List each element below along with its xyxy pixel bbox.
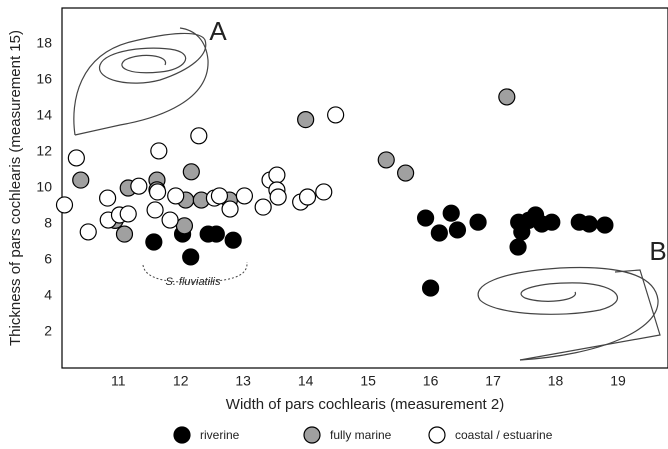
point bbox=[175, 217, 194, 235]
y-tick-label: 18 bbox=[36, 35, 52, 51]
legend-marker bbox=[428, 426, 446, 444]
point bbox=[298, 188, 317, 206]
point bbox=[297, 110, 315, 129]
x-tick-label: 17 bbox=[485, 373, 501, 389]
point bbox=[221, 200, 239, 218]
point bbox=[167, 187, 185, 205]
plot-frame bbox=[61, 7, 668, 369]
legend-label: coastal / estuarine bbox=[455, 428, 553, 442]
point bbox=[224, 231, 242, 249]
y-tick-label: 14 bbox=[36, 107, 52, 123]
point bbox=[161, 211, 179, 229]
y-tick-label: 6 bbox=[44, 251, 52, 267]
point bbox=[99, 189, 117, 207]
point bbox=[580, 215, 598, 233]
point bbox=[520, 211, 538, 229]
point bbox=[67, 149, 85, 167]
point bbox=[268, 166, 286, 184]
x-tick-label: 13 bbox=[235, 373, 251, 389]
point bbox=[182, 248, 200, 266]
y-tick-label: 2 bbox=[44, 323, 52, 339]
y-axis-label: Thickness of pars cochlearis (measuremen… bbox=[7, 30, 24, 346]
x-tick-label: 19 bbox=[610, 373, 626, 389]
spiral-a bbox=[73, 27, 209, 136]
y-tick-label: 16 bbox=[36, 71, 52, 87]
point bbox=[55, 196, 74, 214]
point bbox=[146, 201, 164, 219]
point bbox=[509, 238, 527, 256]
point bbox=[377, 151, 395, 169]
legend-marker bbox=[303, 426, 321, 444]
point bbox=[235, 187, 254, 205]
point bbox=[498, 88, 516, 106]
legend-marker bbox=[173, 426, 191, 444]
annotation: B bbox=[649, 236, 666, 266]
point bbox=[210, 187, 229, 205]
point bbox=[269, 188, 287, 206]
y-tick-label: 8 bbox=[44, 215, 52, 231]
point bbox=[397, 164, 415, 182]
point bbox=[254, 198, 272, 216]
point bbox=[469, 213, 487, 231]
point bbox=[130, 177, 148, 195]
x-axis-label: Width of pars cochlearis (measurement 2) bbox=[226, 396, 504, 413]
annotation: A bbox=[209, 16, 227, 46]
x-tick-label: 12 bbox=[173, 373, 189, 389]
point bbox=[145, 233, 163, 251]
point bbox=[315, 183, 333, 201]
point bbox=[182, 163, 200, 181]
y-tick-label: 12 bbox=[36, 143, 52, 159]
legend-label: fully marine bbox=[330, 428, 392, 442]
x-tick-label: 15 bbox=[360, 373, 376, 389]
point bbox=[207, 225, 225, 243]
y-tick-label: 4 bbox=[44, 287, 52, 303]
point bbox=[72, 171, 90, 189]
point bbox=[430, 224, 448, 242]
point bbox=[448, 221, 467, 239]
annotation: S. fluviatilis bbox=[165, 276, 221, 288]
point bbox=[421, 279, 440, 297]
point bbox=[150, 142, 168, 160]
range-bracket bbox=[142, 261, 248, 283]
point bbox=[327, 106, 345, 124]
x-tick-label: 11 bbox=[111, 373, 126, 389]
x-tick-label: 16 bbox=[423, 373, 439, 389]
point bbox=[417, 209, 435, 227]
point bbox=[596, 216, 614, 234]
legend-label: riverine bbox=[200, 428, 240, 442]
point bbox=[79, 223, 97, 241]
x-tick-label: 18 bbox=[548, 373, 564, 389]
point bbox=[119, 205, 137, 223]
point bbox=[148, 183, 167, 201]
point bbox=[442, 204, 460, 222]
point bbox=[190, 127, 208, 145]
y-tick-label: 10 bbox=[36, 179, 52, 195]
x-tick-label: 14 bbox=[298, 373, 314, 389]
point bbox=[115, 225, 134, 243]
point bbox=[543, 213, 561, 231]
spiral-b bbox=[477, 266, 661, 361]
